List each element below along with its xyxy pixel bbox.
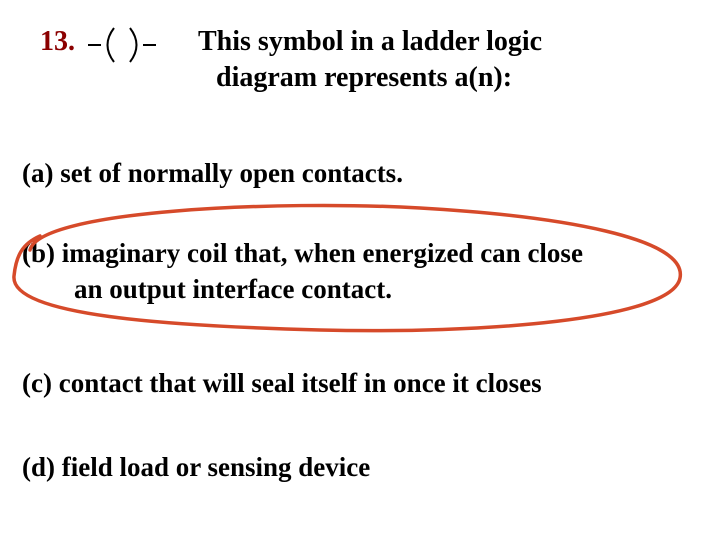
option-a: (a) set of normally open contacts. xyxy=(22,158,403,189)
option-b-letter: (b) xyxy=(22,238,55,268)
option-b-line2: an output interface contact. xyxy=(74,274,392,305)
option-b-text1: imaginary coil that, when energized can … xyxy=(62,238,583,268)
output-coil-icon xyxy=(88,22,156,68)
option-c-letter: (c) xyxy=(22,368,52,398)
option-b-line1: (b) imaginary coil that, when energized … xyxy=(22,238,583,269)
option-d: (d) field load or sensing device xyxy=(22,452,370,483)
question-text-line2: diagram represents a(n): xyxy=(216,62,512,94)
option-a-letter: (a) xyxy=(22,158,53,188)
option-c: (c) contact that will seal itself in onc… xyxy=(22,368,542,399)
option-d-text: field load or sensing device xyxy=(62,452,371,482)
option-d-letter: (d) xyxy=(22,452,55,482)
quiz-slide: 13. This symbol in a ladder logic diagra… xyxy=(0,0,720,540)
question-number: 13. xyxy=(40,26,75,58)
question-text-line1: This symbol in a ladder logic xyxy=(198,26,542,58)
option-a-text: set of normally open contacts. xyxy=(60,158,403,188)
option-c-text: contact that will seal itself in once it… xyxy=(59,368,542,398)
